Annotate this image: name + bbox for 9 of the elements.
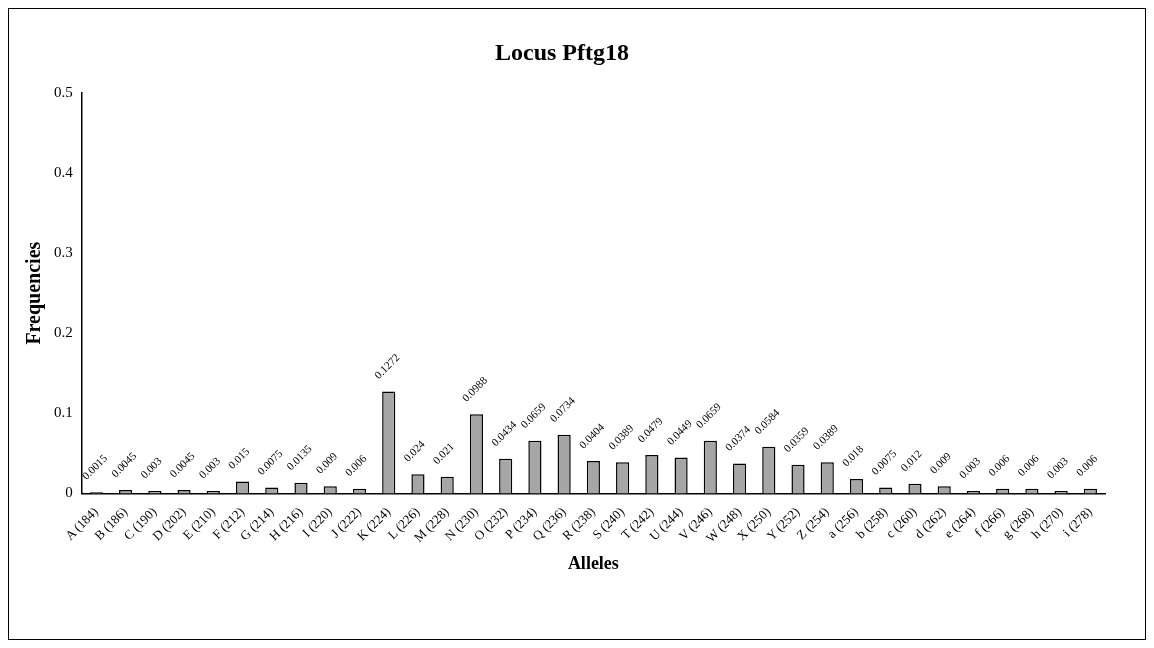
y-tick-label: 0 — [65, 484, 73, 501]
y-tick-label: 0.1 — [54, 404, 73, 421]
y-tick-label: 0.2 — [54, 324, 73, 341]
y-tick-label: 0.5 — [54, 83, 73, 100]
chart-title: Locus Pftg18 — [495, 38, 629, 65]
y-tick-label: 0.3 — [54, 244, 73, 261]
y-tick-label: 0.4 — [54, 163, 74, 180]
x-axis-title: Alleles — [567, 552, 619, 573]
y-axis-title: Frequencies — [22, 241, 46, 345]
